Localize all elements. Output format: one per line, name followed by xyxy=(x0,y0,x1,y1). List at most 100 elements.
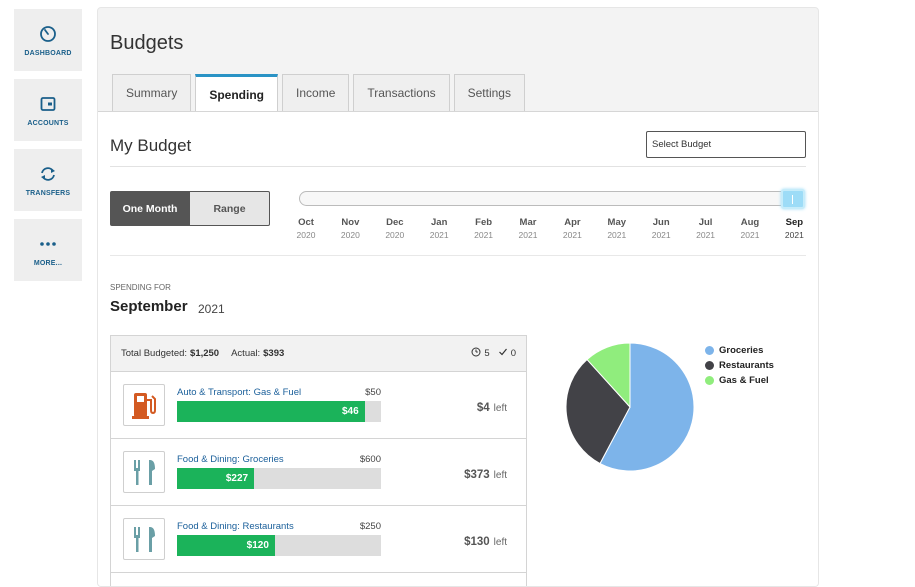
legend-label: Gas & Fuel xyxy=(719,375,769,386)
legend-item[interactable]: Gas & Fuel xyxy=(705,375,774,386)
left-word: left xyxy=(493,537,507,548)
month-name: Jul xyxy=(698,217,713,228)
month-label[interactable]: May 2021 xyxy=(597,217,637,240)
spending-year: 2021 xyxy=(198,302,225,316)
nav-dashboard-label: DASHBOARD xyxy=(24,49,72,57)
amount-left: $130 left xyxy=(411,536,507,548)
month-name: May xyxy=(607,217,627,228)
pie-slice-gas-fuel[interactable] xyxy=(586,342,631,409)
spending-for-label: SPENDING FOR xyxy=(110,283,171,292)
month-year: 2021 xyxy=(562,230,582,240)
month-year: 2020 xyxy=(340,230,360,240)
tab-income[interactable]: Income xyxy=(282,74,350,111)
progress-bar: $46 xyxy=(177,401,381,422)
legend-item[interactable]: Restaurants xyxy=(705,360,774,371)
range-button[interactable]: Range xyxy=(190,191,270,226)
legend-swatch xyxy=(705,346,714,355)
budget-summary-header: Total Budgeted: $1,250 Actual: $393 5 0 xyxy=(111,336,526,372)
month-label[interactable]: Dec 2020 xyxy=(375,217,415,240)
month-year: 2021 xyxy=(784,230,804,240)
month-name: Jun xyxy=(652,217,670,228)
month-name: Apr xyxy=(564,217,581,228)
category-budget: $50 xyxy=(365,387,381,398)
budget-row-restaurants[interactable]: Food & Dining: Restaurants $250 $120 $13… xyxy=(111,506,526,573)
tab-summary[interactable]: Summary xyxy=(112,74,192,111)
amount-left-value: $373 xyxy=(464,469,490,481)
amount-left: $373 left xyxy=(411,469,507,481)
month-label[interactable]: Oct 2020 xyxy=(286,217,326,240)
nav-dashboard[interactable]: DASHBOARD xyxy=(14,9,82,71)
nav-more[interactable]: MORE... xyxy=(14,219,82,281)
month-name: Nov xyxy=(341,217,360,228)
month-year: 2021 xyxy=(651,230,671,240)
legend-item[interactable]: Groceries xyxy=(705,345,774,356)
gas-pump-icon xyxy=(123,384,165,426)
budget-row-gas-fuel[interactable]: Auto & Transport: Gas & Fuel $50 $46 $4 l… xyxy=(111,372,526,439)
one-month-button[interactable]: One Month xyxy=(110,191,190,226)
done-count: 0 xyxy=(510,348,516,359)
fork-knife-icon xyxy=(123,518,165,560)
category-name[interactable]: Food & Dining: Restaurants xyxy=(177,521,294,532)
pie-slice-restaurants[interactable] xyxy=(565,358,631,465)
month-label[interactable]: Nov 2020 xyxy=(330,217,370,240)
spending-pie-chart xyxy=(565,342,695,472)
select-budget-dropdown[interactable]: Select Budget xyxy=(646,131,806,158)
legend-swatch xyxy=(705,376,714,385)
tab-spending[interactable]: Spending xyxy=(195,74,279,112)
month-slider-track[interactable] xyxy=(299,191,805,206)
check-icon xyxy=(498,347,508,360)
divider xyxy=(110,166,806,167)
tab-transactions[interactable]: Transactions xyxy=(353,74,450,111)
amount-left-value: $4 xyxy=(476,402,490,414)
month-year: 2021 xyxy=(607,230,627,240)
divider xyxy=(110,255,806,256)
month-label[interactable]: Jun 2021 xyxy=(641,217,681,240)
pie-slice-groceries[interactable] xyxy=(599,342,695,472)
month-label[interactable]: Sep 2021 xyxy=(774,217,814,240)
nav-transfers[interactable]: TRANSFERS xyxy=(14,149,82,211)
category-name[interactable]: Food & Dining: Groceries xyxy=(177,454,284,465)
left-word: left xyxy=(493,403,507,414)
month-label[interactable]: Jan 2021 xyxy=(419,217,459,240)
month-year: 2021 xyxy=(429,230,449,240)
fork-knife-icon xyxy=(123,451,165,493)
actual-value: $393 xyxy=(263,348,285,359)
month-name: Oct xyxy=(298,217,314,228)
month-label[interactable]: Mar 2021 xyxy=(508,217,548,240)
side-nav: DASHBOARD ACCOUNTS TRANSFERS MORE... xyxy=(14,9,82,289)
legend-swatch xyxy=(705,361,714,370)
month-label[interactable]: Jul 2021 xyxy=(686,217,726,240)
month-year: 2021 xyxy=(740,230,760,240)
month-label[interactable]: Aug 2021 xyxy=(730,217,770,240)
month-label[interactable]: Feb 2021 xyxy=(464,217,504,240)
tab-bar: Summary Spending Income Transactions Set… xyxy=(112,74,529,112)
actual-label: Actual: xyxy=(231,348,261,359)
month-label[interactable]: Apr 2021 xyxy=(552,217,592,240)
category-budget: $250 xyxy=(359,521,381,532)
nav-accounts-label: ACCOUNTS xyxy=(27,119,69,127)
spending-month: September xyxy=(110,298,188,315)
amount-left: $4 left xyxy=(411,402,507,414)
status-counts: 5 0 xyxy=(471,347,516,360)
month-year: 2021 xyxy=(518,230,538,240)
total-budgeted-value: $1,250 xyxy=(190,348,220,359)
progress-fill: $227 xyxy=(177,468,255,489)
month-year: 2020 xyxy=(385,230,405,240)
nav-more-label: MORE... xyxy=(33,259,63,267)
progress-bar: $227 xyxy=(177,468,381,489)
category-name[interactable]: Auto & Transport: Gas & Fuel xyxy=(177,387,302,398)
page-title: Budgets xyxy=(110,32,184,54)
month-slider-handle[interactable] xyxy=(781,189,805,209)
legend-label: Restaurants xyxy=(719,360,774,371)
transfer-icon xyxy=(38,164,58,184)
spending-content: My Budget Select Budget One Month Range … xyxy=(98,111,818,586)
period-toggle: One Month Range xyxy=(110,191,270,226)
month-name: Aug xyxy=(740,217,760,228)
more-icon xyxy=(38,234,58,254)
tab-settings[interactable]: Settings xyxy=(453,74,525,111)
budget-list: Total Budgeted: $1,250 Actual: $393 5 0 xyxy=(110,335,527,586)
dashboard-icon xyxy=(38,24,58,44)
budget-row-groceries[interactable]: Food & Dining: Groceries $600 $227 $373 l… xyxy=(111,439,526,506)
left-word: left xyxy=(493,470,507,481)
nav-accounts[interactable]: ACCOUNTS xyxy=(14,79,82,141)
